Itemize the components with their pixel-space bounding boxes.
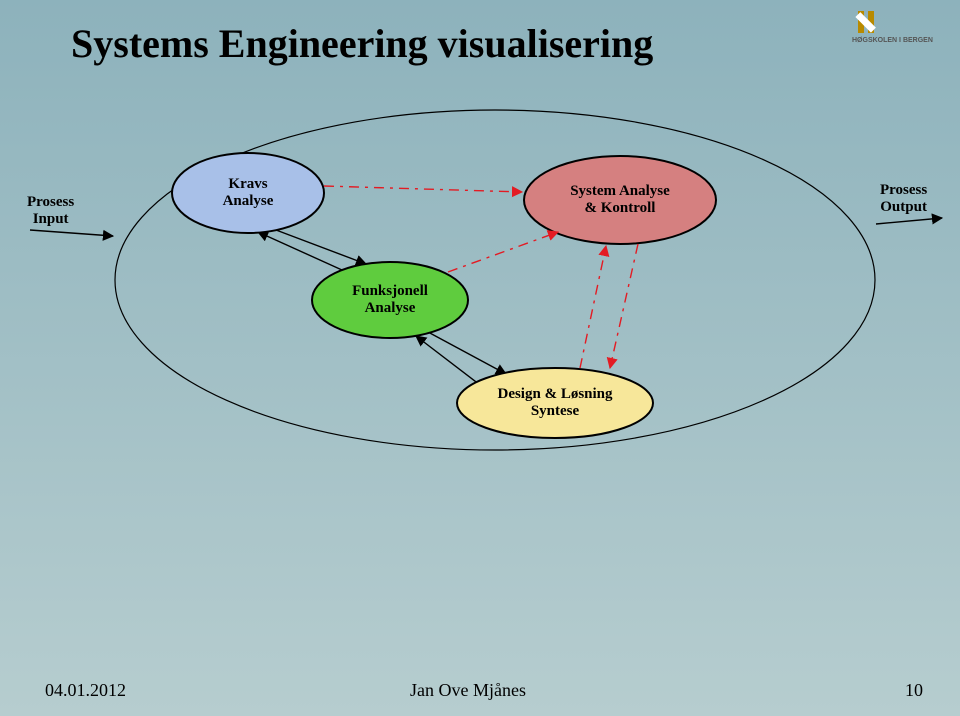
label-text: Analyse xyxy=(365,300,416,316)
label-prosess-input: Prosess Input xyxy=(27,194,74,229)
label-text: System Analyse xyxy=(570,183,670,199)
slide-title: Systems Engineering visualisering xyxy=(71,20,653,67)
label-text: Prosess xyxy=(880,182,927,198)
label-text: Analyse xyxy=(223,193,274,209)
footer-author: Jan Ove Mjånes xyxy=(410,680,526,701)
label-prosess-output: Prosess Output xyxy=(880,182,927,217)
label-text: Design & Løsning xyxy=(497,386,612,402)
footer-page: 10 xyxy=(905,680,923,701)
logo-hogskolen-bergen: HØGSKOLEN I BERGEN xyxy=(852,11,950,44)
label-kravs-analyse: Kravs Analyse xyxy=(148,176,348,211)
label-text: & Kontroll xyxy=(585,200,656,216)
slide: HØGSKOLEN I BERGEN Systems Engineering v… xyxy=(0,0,960,716)
label-text: Syntese xyxy=(531,403,579,419)
label-system-analyse-kontroll: System Analyse & Kontroll xyxy=(520,183,720,218)
label-text: Prosess xyxy=(27,194,74,210)
label-text: Kravs xyxy=(228,176,267,192)
svg-text:HØGSKOLEN I BERGEN: HØGSKOLEN I BERGEN xyxy=(852,37,933,44)
label-text: Input xyxy=(33,211,69,227)
label-text: Funksjonell xyxy=(352,283,428,299)
logo-icon: HØGSKOLEN I BERGEN xyxy=(852,11,950,44)
label-funksjonell-analyse: Funksjonell Analyse xyxy=(290,283,490,318)
label-text: Output xyxy=(880,199,927,215)
label-design-losning-syntese: Design & Løsning Syntese xyxy=(455,386,655,421)
footer-date: 04.01.2012 xyxy=(45,680,126,701)
diagram-svg xyxy=(0,0,960,716)
